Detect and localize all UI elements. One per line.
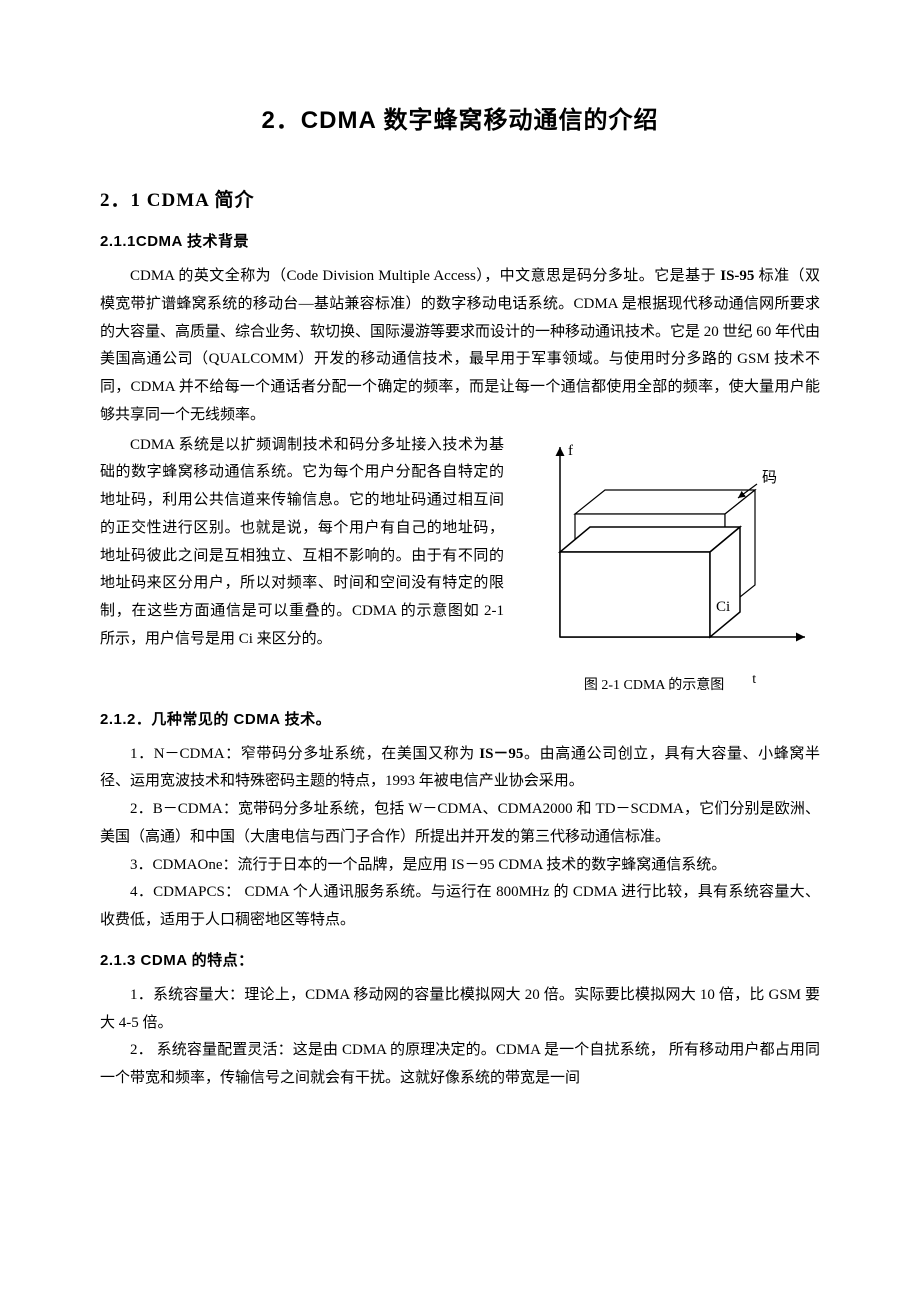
wrap-left: CDMA 系统是以扩频调制技术和码分多址接入技术为基础的数字蜂窝移动通信系统。它… <box>100 432 504 654</box>
item-2-1-2-2: 2．B－CDMA：宽带码分多址系统，包括 W－CDMA、CDMA2000 和 T… <box>100 796 820 852</box>
section-2-1-title: 2．1 CDMA 简介 <box>100 185 820 212</box>
page: 2．CDMA 数字蜂窝移动通信的介绍 2．1 CDMA 简介 2.1.1CDMA… <box>0 0 920 1302</box>
subsection-2-1-3-title: 2.1.3 CDMA 的特点： <box>100 949 820 970</box>
subsection-2-1-2-title: 2.1.2．几种常见的 CDMA 技术。 <box>100 708 820 729</box>
item-2-1-3-2: 2． 系统容量配置灵活：这是由 CDMA 的原理决定的。CDMA 是一个自扰系统… <box>100 1037 820 1093</box>
text: 标准（双模宽带扩谱蜂窝系统的移动台—基站兼容标准）的数字移动电话系统。CDMA … <box>100 268 820 423</box>
text: 1．N－CDMA：窄带码分多址系统，在美国又称为 <box>130 746 479 762</box>
text-bold: IS-95 <box>720 268 754 284</box>
axis-code-label: 码 <box>762 469 777 486</box>
figure-2-1-caption: 图 2-1 CDMA 的示意图 <box>584 674 724 694</box>
chapter-title: 2．CDMA 数字蜂窝移动通信的介绍 <box>100 100 820 135</box>
item-2-1-3-1: 1．系统容量大：理论上，CDMA 移动网的容量比模拟网大 20 倍。实际要比模拟… <box>100 982 820 1038</box>
item-2-1-2-4: 4．CDMAPCS： CDMA 个人通讯服务系统。与运行在 800MHz 的 C… <box>100 879 820 935</box>
figure-2-1: f 码 Ci 图 2-1 CDMA 的示意图 t <box>520 432 820 694</box>
ci-label: Ci <box>716 599 730 615</box>
subsection-2-1-1-title: 2.1.1CDMA 技术背景 <box>100 230 820 251</box>
axis-t-label: t <box>752 672 756 688</box>
axis-f-label: f <box>568 443 573 459</box>
wrap-block: CDMA 系统是以扩频调制技术和码分多址接入技术为基础的数字蜂窝移动通信系统。它… <box>100 432 820 694</box>
para-2-1-1-p2: CDMA 系统是以扩频调制技术和码分多址接入技术为基础的数字蜂窝移动通信系统。它… <box>100 432 504 654</box>
text-bold: IS－95 <box>479 746 523 762</box>
cdma-diagram-svg: f 码 Ci <box>520 432 820 672</box>
para-2-1-1-p1: CDMA 的英文全称为（Code Division Multiple Acces… <box>100 263 820 430</box>
text: CDMA 的英文全称为（Code Division Multiple Acces… <box>130 268 720 284</box>
item-2-1-2-3: 3．CDMAOne：流行于日本的一个品牌，是应用 IS－95 CDMA 技术的数… <box>100 852 820 880</box>
item-2-1-2-1: 1．N－CDMA：窄带码分多址系统，在美国又称为 IS－95。由高通公司创立，具… <box>100 741 820 797</box>
figure-caption-row: 图 2-1 CDMA 的示意图 t <box>520 672 820 694</box>
